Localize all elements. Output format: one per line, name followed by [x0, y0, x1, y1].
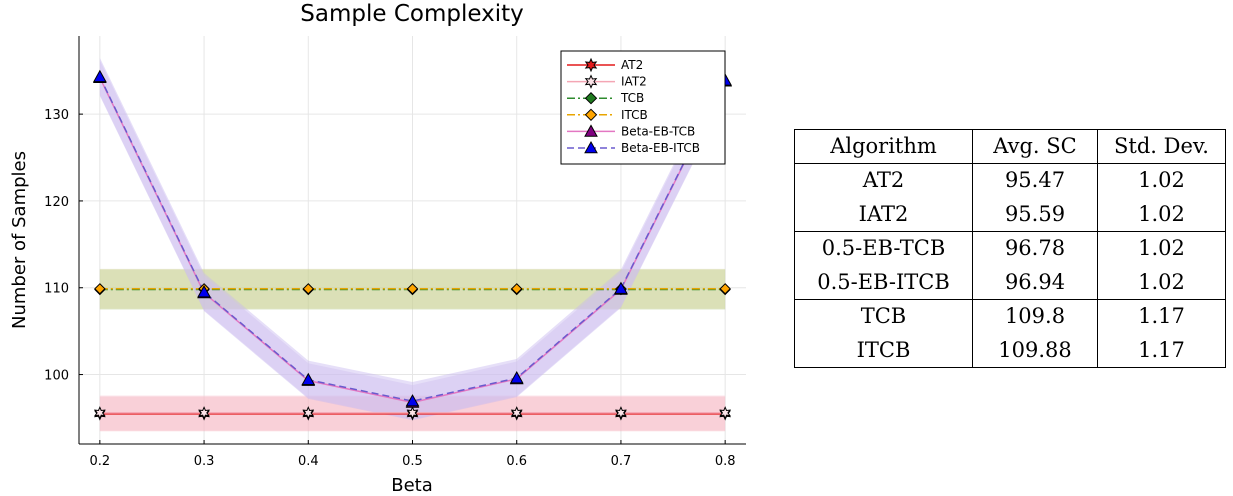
legend-label-beta-eb-tcb: Beta-EB-TCB: [621, 124, 695, 138]
marker-beta-eb-itcb: [197, 285, 211, 298]
x-tick-label: 0.5: [402, 454, 423, 469]
marker-iat2: [615, 406, 627, 420]
header-std-dev: Std. Dev.: [1097, 129, 1226, 164]
legend-marker-tcb: [584, 91, 598, 105]
legend-marker-at2: [584, 57, 598, 73]
header-avg-sc: Avg. SC: [972, 129, 1098, 164]
marker-iat2: [406, 406, 419, 420]
cell-algorithm: AT2: [794, 163, 973, 198]
cell-avg-sc: 109.88: [972, 333, 1098, 368]
y-axis-label: Number of Samples: [9, 151, 30, 329]
cell-avg-sc: 95.47: [972, 163, 1098, 198]
marker-beta-eb-itcb: [509, 370, 524, 384]
legend-label-tcb: TCB: [620, 91, 644, 105]
cell-avg-sc: 95.59: [972, 197, 1098, 232]
chart-title: Sample Complexity: [300, 1, 523, 27]
legend-box: [560, 50, 726, 165]
legend-label-at2: AT2: [621, 58, 643, 72]
legend-marker-itcb: [584, 108, 598, 122]
x-tick-label: 0.8: [715, 454, 736, 469]
table-row: 0.5-EB-ITCB 96.94 1.02: [794, 265, 1226, 300]
axes: [78, 36, 746, 445]
table-row: AT2 95.47 1.02: [794, 163, 1226, 198]
header-algorithm: Algorithm: [794, 129, 973, 164]
table-row: ITCB 109.88 1.17: [794, 333, 1226, 368]
cell-algorithm: 0.5-EB-ITCB: [794, 265, 973, 300]
marker-iat2: [94, 406, 106, 420]
x-tick-label: 0.3: [194, 454, 215, 469]
table-row: 0.5-EB-TCB 96.78 1.02: [794, 231, 1226, 266]
table-row: TCB 109.8 1.17: [794, 299, 1226, 334]
x-tick-label: 0.6: [506, 454, 527, 469]
sample-complexity-chart: Sample Complexity 0.2 0.3 0.4 0.5 0.6 0.7 0.8 1…: [9, 1, 746, 496]
x-axis-label: Beta: [391, 475, 433, 496]
legend: AT2 IAT2 TCB ITCB Beta-EB-TCB Beta-EB-ITCB: [560, 50, 726, 165]
cell-std-dev: 1.17: [1097, 333, 1226, 368]
results-table: Algorithm Avg. SC Std. Dev. AT2 95.47 1.…: [794, 129, 1226, 368]
cell-avg-sc: 96.78: [972, 231, 1098, 266]
cell-std-dev: 1.02: [1097, 231, 1226, 266]
marker-iat2: [510, 406, 523, 420]
band-beta-eb-itcb: [99, 57, 726, 421]
marker-beta-eb-itcb: [405, 394, 420, 407]
marker-itcb: [719, 283, 731, 295]
legend-marker-beta-eb-tcb: [584, 124, 598, 137]
y-tick-label: 100: [44, 369, 69, 384]
cell-std-dev: 1.02: [1097, 197, 1226, 232]
y-tick-label: 110: [44, 282, 69, 297]
legend-label-iat2: IAT2: [621, 75, 647, 89]
legend-marker-iat2: [584, 74, 598, 89]
x-tick-label: 0.7: [611, 454, 632, 469]
x-tick-label: 0.2: [90, 454, 111, 469]
cell-std-dev: 1.02: [1097, 163, 1226, 198]
cell-algorithm: TCB: [794, 299, 973, 334]
marker-beta-eb-itcb: [92, 69, 107, 83]
cell-avg-sc: 109.8: [972, 299, 1098, 334]
y-tick-label: 130: [44, 108, 69, 123]
cell-algorithm: IAT2: [794, 197, 973, 232]
marker-itcb: [94, 283, 106, 295]
y-tick-label: 120: [44, 195, 69, 210]
marker-beta-eb-itcb: [614, 281, 628, 294]
x-tick-label: 0.4: [298, 454, 319, 469]
cell-std-dev: 1.02: [1097, 265, 1226, 300]
marker-iat2: [302, 406, 315, 420]
marker-itcb: [406, 283, 419, 295]
cell-algorithm: 0.5-EB-TCB: [794, 231, 973, 266]
tick-labels: 0.2 0.3 0.4 0.5 0.6 0.7 0.8 100 110 120 130: [44, 108, 735, 469]
band-beta-eb-tcb: [99, 60, 726, 420]
marker-iat2: [719, 406, 731, 420]
cell-avg-sc: 96.94: [972, 265, 1098, 300]
marker-beta-eb-itcb: [301, 372, 316, 386]
legend-label-itcb: ITCB: [621, 108, 648, 122]
marker-itcb: [511, 283, 523, 295]
legend-marker-beta-eb-itcb: [584, 140, 598, 154]
table-row: IAT2 95.59 1.02: [794, 197, 1226, 232]
table-header-row: Algorithm Avg. SC Std. Dev.: [794, 129, 1226, 164]
cell-std-dev: 1.17: [1097, 299, 1226, 334]
cell-algorithm: ITCB: [794, 333, 973, 368]
marker-iat2: [198, 406, 210, 420]
legend-label-beta-eb-itcb: Beta-EB-ITCB: [621, 141, 700, 155]
marker-itcb: [302, 283, 314, 295]
